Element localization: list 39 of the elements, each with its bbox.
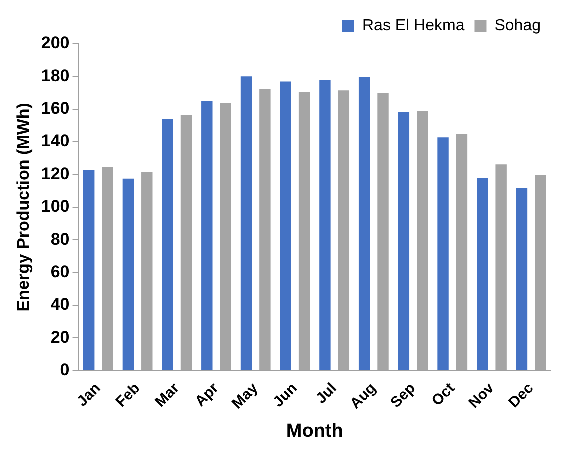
bar bbox=[202, 101, 213, 370]
bar bbox=[398, 112, 410, 370]
x-tick-label: Dec bbox=[506, 380, 538, 412]
y-tick-label: 140 bbox=[41, 132, 70, 151]
bar bbox=[477, 178, 488, 370]
bar bbox=[162, 119, 174, 370]
y-tick-label: 0 bbox=[60, 360, 70, 380]
x-tick-label: Nov bbox=[466, 379, 498, 412]
y-tick-label: 200 bbox=[41, 34, 70, 53]
bar bbox=[516, 188, 528, 370]
x-tick-label: Feb bbox=[112, 380, 144, 411]
x-tick-label: Apr bbox=[192, 380, 222, 410]
x-axis-title: Month bbox=[286, 420, 344, 442]
y-tick-label: 80 bbox=[50, 230, 70, 249]
y-axis-title: Energy Production (MWh) bbox=[14, 103, 33, 312]
x-tick-label: May bbox=[228, 379, 262, 413]
y-tick-label: 120 bbox=[41, 164, 70, 184]
bar bbox=[83, 170, 95, 370]
x-tick-label: Aug bbox=[347, 380, 380, 413]
legend-label: Ras El Hekma bbox=[362, 17, 465, 34]
y-tick-label: 60 bbox=[50, 262, 70, 282]
bar bbox=[240, 76, 252, 370]
bar bbox=[358, 77, 370, 370]
y-tick-label: 20 bbox=[50, 328, 70, 347]
y-tick-label: 40 bbox=[50, 295, 70, 314]
x-tick-label: Sep bbox=[388, 380, 420, 412]
x-tick-label: Mar bbox=[152, 380, 184, 411]
x-tick-label: Jul bbox=[312, 380, 340, 408]
bar bbox=[320, 80, 331, 370]
bar bbox=[280, 82, 292, 370]
legend-label: Sohag bbox=[494, 17, 541, 34]
y-tick-label: 160 bbox=[41, 99, 70, 118]
bar bbox=[438, 138, 449, 370]
bar bbox=[122, 178, 134, 370]
y-tick-label: 180 bbox=[41, 66, 70, 86]
x-tick-label: Oct bbox=[428, 380, 458, 410]
x-tick-label: Jun bbox=[270, 380, 301, 411]
x-tick-label: Jan bbox=[74, 380, 104, 410]
y-tick-label: 100 bbox=[41, 197, 70, 216]
